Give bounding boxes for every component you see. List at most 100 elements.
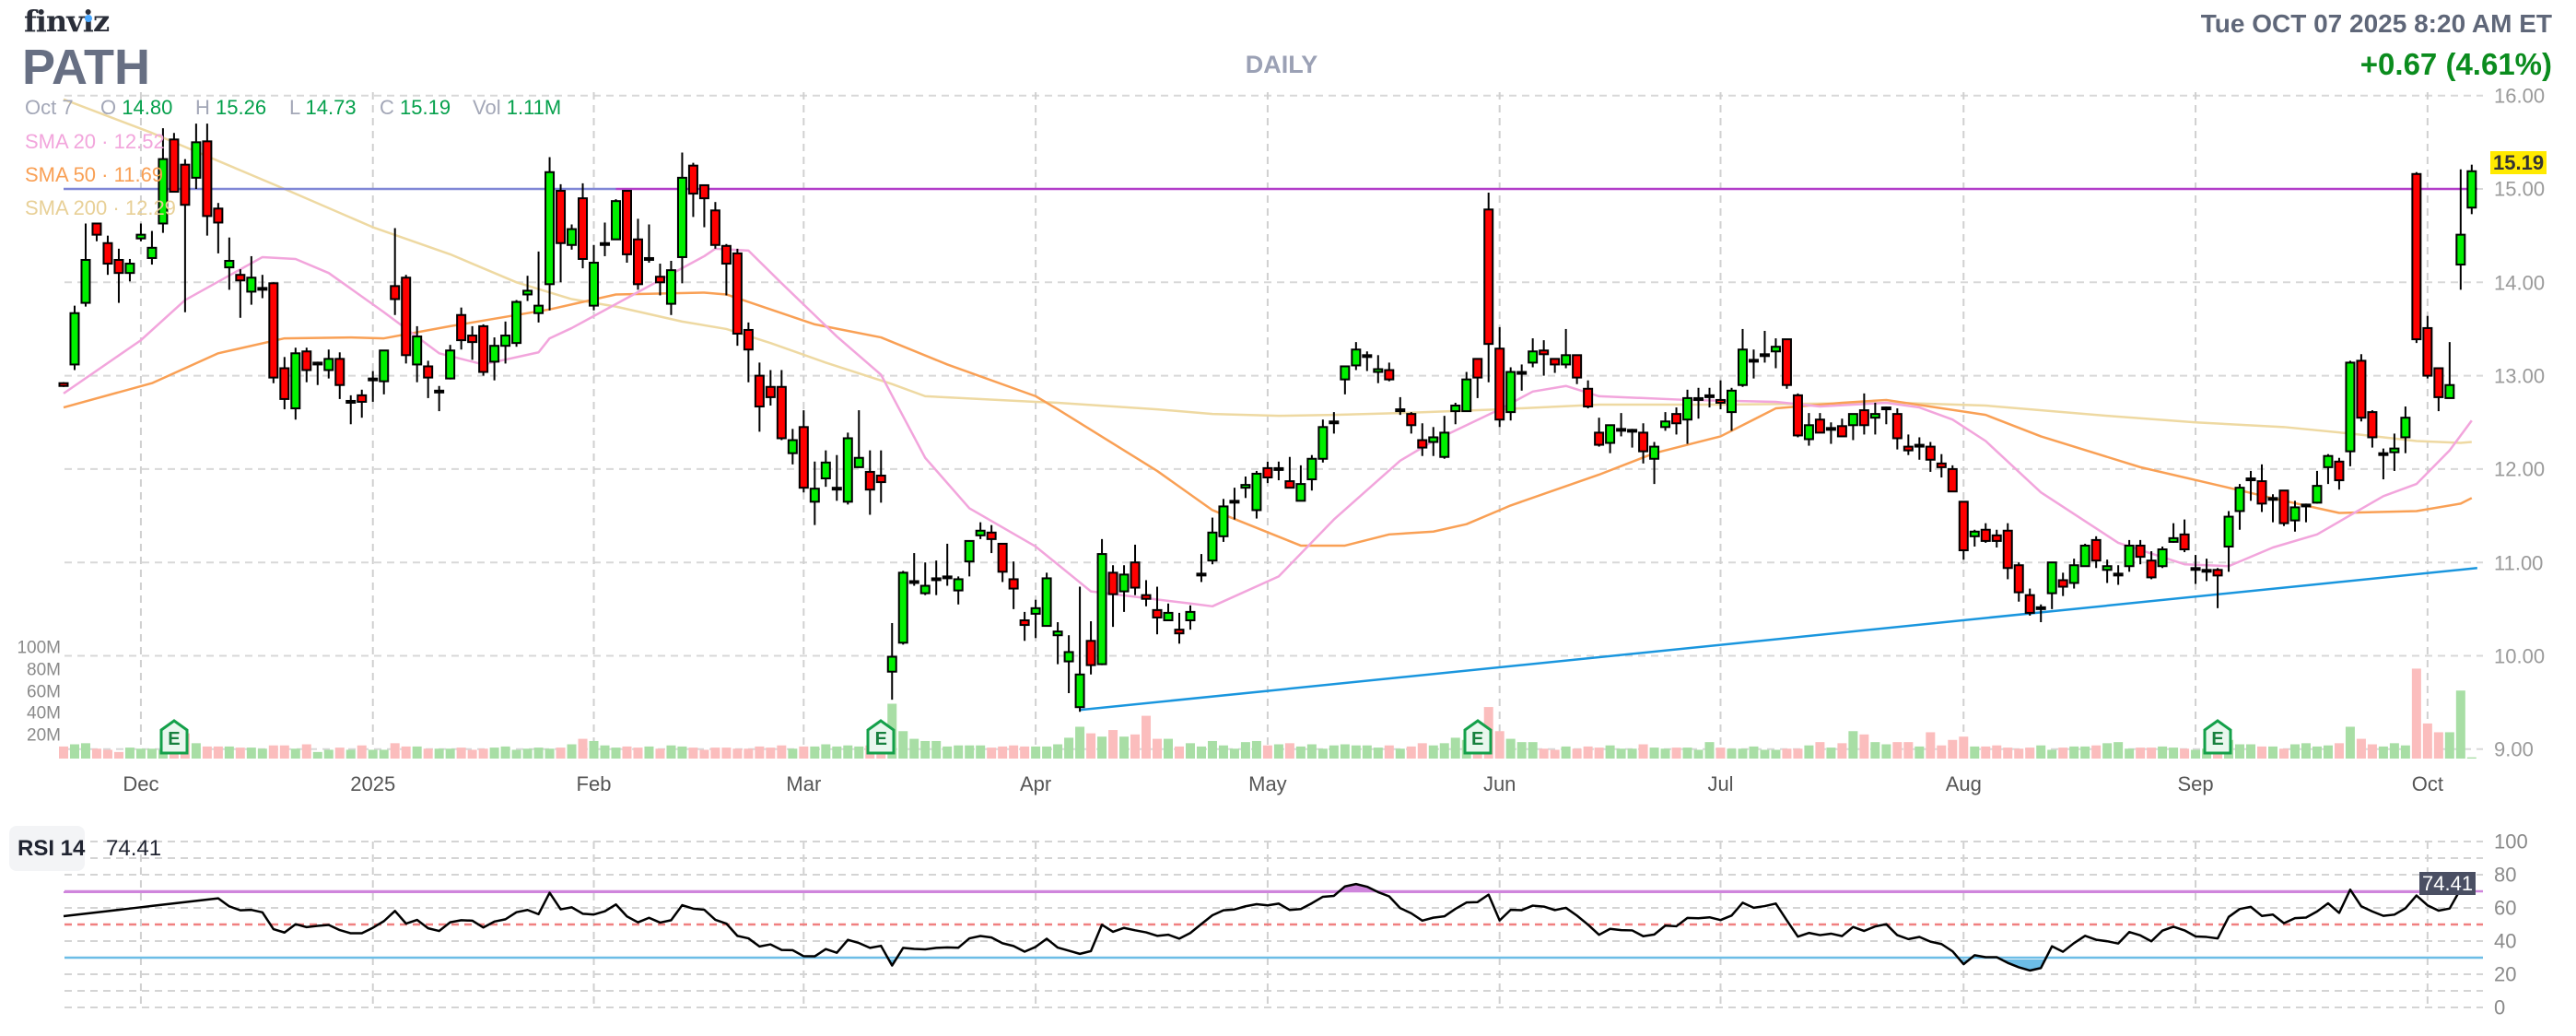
candle — [709, 202, 720, 249]
sma20-legend[interactable]: SMA 20 · 12.52 — [25, 130, 165, 153]
volume-bar — [467, 749, 477, 759]
volume-bar — [1937, 745, 1947, 759]
candle-body — [180, 163, 191, 206]
volume-bar — [224, 746, 234, 759]
volume-bar — [2268, 746, 2277, 759]
candle-body — [2135, 544, 2146, 559]
candle-body — [2157, 548, 2168, 568]
candle — [2278, 489, 2289, 526]
volume-bar — [688, 748, 698, 759]
candle-body — [1925, 445, 1936, 461]
rsi-indicator-button[interactable] — [9, 826, 85, 871]
volume-bar — [533, 748, 544, 759]
price-axis-label: 14.00 — [2494, 270, 2546, 294]
candle — [2234, 484, 2245, 530]
date-axis-label: Aug — [1945, 772, 1982, 795]
volume-bar — [1009, 745, 1019, 759]
candle-body — [2256, 480, 2267, 505]
volume-bar — [2003, 748, 2013, 759]
earnings-marker[interactable]: E — [158, 719, 190, 756]
candle — [390, 228, 401, 315]
candle — [1373, 355, 1384, 383]
volume-bar — [1738, 748, 1748, 759]
sma50-legend[interactable]: SMA 50 · 11.69 — [25, 163, 163, 186]
candle-body — [1074, 673, 1085, 709]
candle-body — [1980, 528, 1991, 542]
candle-body — [1218, 505, 1229, 537]
candle — [1329, 412, 1340, 434]
candle-body — [169, 138, 180, 194]
earnings-label: E — [2211, 729, 2224, 749]
candle — [1384, 362, 1395, 382]
candle-body — [1262, 466, 1273, 479]
separator: · — [101, 130, 109, 153]
candle-body — [798, 426, 809, 489]
candle — [1682, 389, 1693, 444]
candle — [1063, 635, 1074, 694]
candle-body — [1627, 429, 1638, 433]
candle — [1185, 605, 1196, 630]
candle — [1196, 554, 1207, 583]
candle-body — [776, 385, 787, 440]
candle-body — [2400, 417, 2411, 439]
candle-body — [1041, 577, 1052, 628]
candle-body — [765, 385, 776, 398]
volume-bar — [1153, 738, 1163, 759]
candle — [1218, 499, 1229, 542]
candle — [1019, 611, 1030, 642]
candle — [1903, 434, 1914, 455]
candle-body — [91, 222, 102, 236]
candle-body — [2124, 544, 2135, 568]
volume-bar — [843, 745, 853, 759]
candle — [191, 124, 202, 189]
candle — [2389, 433, 2400, 471]
candle — [533, 251, 544, 323]
candle-body — [567, 228, 578, 246]
volume-bar — [1417, 743, 1427, 759]
candle — [1052, 622, 1063, 665]
candle-body — [1528, 350, 1539, 364]
volume-bar — [1229, 748, 1239, 759]
candle-body — [1748, 359, 1759, 363]
volume-bar — [810, 746, 820, 759]
volume-bar — [323, 749, 334, 759]
candle-body — [665, 269, 676, 305]
candle-body — [2046, 561, 2057, 595]
earnings-marker[interactable]: E — [865, 719, 896, 756]
volume-bar — [2422, 723, 2432, 759]
earnings-marker[interactable]: E — [2202, 719, 2233, 756]
candle-body — [1008, 578, 1019, 590]
candle — [853, 410, 864, 468]
candle — [412, 325, 423, 383]
volume-bar — [1572, 748, 1582, 759]
candle-body — [556, 190, 567, 244]
candle — [2135, 539, 2146, 565]
candle — [831, 454, 842, 501]
volume-bar — [2069, 746, 2079, 759]
candle-body — [1869, 413, 1880, 419]
candle-body — [1737, 348, 1748, 386]
volume-bar — [1727, 748, 1737, 759]
candle-body — [1295, 483, 1306, 502]
candle-body — [1572, 354, 1583, 379]
candle — [113, 248, 124, 303]
volume-bar — [1892, 742, 1903, 759]
earnings-marker[interactable]: E — [1462, 719, 1493, 756]
rsi-line — [63, 882, 2473, 972]
candle-body — [1063, 651, 1074, 663]
volume-bar — [1251, 740, 1261, 759]
price-axis-label: 9.00 — [2494, 737, 2534, 761]
candle — [1351, 342, 1362, 371]
sma200-legend[interactable]: SMA 200 · 12.29 — [25, 196, 176, 219]
price-change: +0.67 (4.61%) — [2359, 47, 2552, 81]
volume-bar — [2289, 744, 2300, 759]
volume-bar — [954, 745, 964, 759]
candle — [401, 275, 412, 364]
finviz-logo[interactable]: finviz — [24, 4, 110, 39]
candle — [158, 128, 169, 233]
candle-body — [2079, 544, 2090, 568]
volume-bar — [268, 745, 278, 759]
volume-bar — [102, 749, 112, 759]
volume-bar — [1682, 748, 1692, 759]
